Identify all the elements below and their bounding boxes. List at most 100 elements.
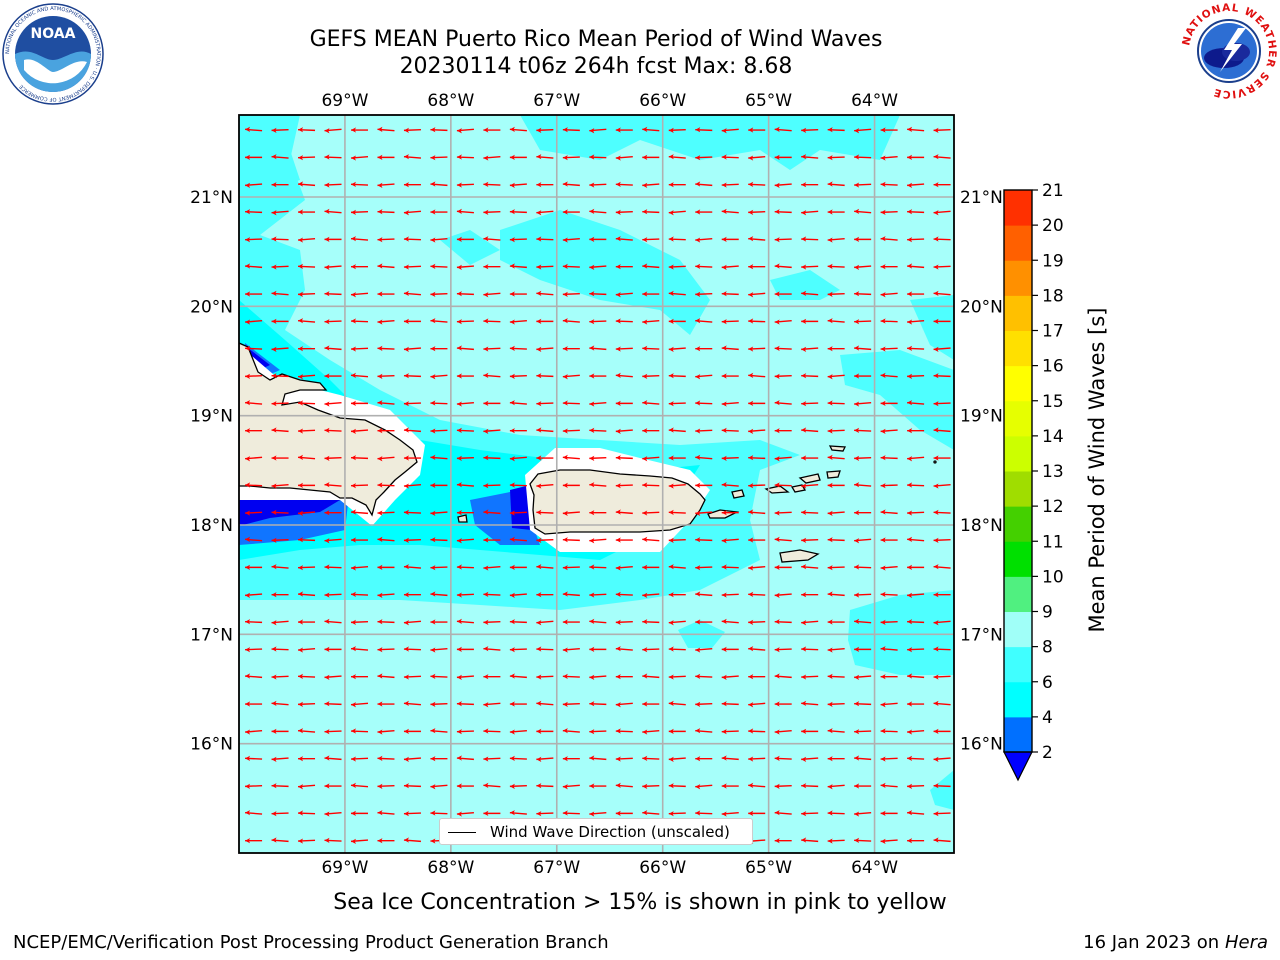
colorbar-tick-label: 17 bbox=[1042, 322, 1064, 342]
wind-arrow bbox=[430, 565, 448, 571]
wind-arrow bbox=[271, 674, 289, 680]
wind-arrow bbox=[430, 591, 448, 597]
wind-arrow bbox=[801, 837, 819, 843]
colorbar-underflow bbox=[1003, 751, 1033, 782]
wind-arrow bbox=[774, 838, 792, 844]
wind-arrow bbox=[589, 646, 607, 652]
wind-arrow bbox=[589, 236, 607, 242]
wind-arrow bbox=[403, 127, 421, 133]
wind-arrow bbox=[324, 345, 342, 351]
wind-arrow bbox=[907, 319, 925, 325]
wind-arrow bbox=[377, 373, 395, 379]
wind-arrow bbox=[933, 646, 951, 652]
wind-arrow bbox=[271, 401, 289, 407]
wind-arrow bbox=[854, 455, 872, 461]
wind-arrow bbox=[456, 208, 474, 214]
wind-arrow bbox=[774, 701, 792, 707]
lon-tick-bottom: 66°W bbox=[639, 858, 686, 878]
wind-arrow bbox=[668, 537, 686, 543]
period-contours-deepblue bbox=[239, 348, 532, 530]
legend-line-swatch bbox=[448, 832, 476, 833]
wind-arrow bbox=[245, 729, 263, 735]
legend-label: Wind Wave Direction (unscaled) bbox=[490, 823, 730, 841]
wind-arrow bbox=[377, 536, 395, 542]
wind-arrow bbox=[403, 756, 422, 762]
wind-arrow bbox=[430, 784, 448, 790]
wind-arrow bbox=[456, 182, 474, 188]
wind-arrow bbox=[774, 456, 792, 462]
wind-arrow bbox=[456, 811, 474, 817]
wind-arrow bbox=[324, 701, 342, 707]
wind-arrow bbox=[589, 182, 607, 188]
wind-arrow bbox=[827, 428, 845, 434]
wind-arrow bbox=[827, 756, 845, 762]
wind-arrow bbox=[695, 291, 713, 297]
wind-arrow bbox=[483, 810, 501, 816]
wind-arrow bbox=[509, 810, 527, 816]
wind-arrow bbox=[324, 427, 342, 433]
wind-arrow bbox=[271, 427, 289, 433]
wind-arrow bbox=[324, 729, 342, 735]
wind-arrow bbox=[483, 509, 501, 515]
wind-arrow bbox=[695, 619, 713, 625]
wind-arrow bbox=[324, 482, 342, 488]
wind-arrow bbox=[403, 290, 422, 296]
wind-arrow bbox=[377, 701, 395, 707]
wind-arrow bbox=[827, 619, 845, 625]
wind-arrow bbox=[801, 728, 819, 734]
wind-arrow bbox=[642, 345, 660, 351]
wind-arrow bbox=[854, 482, 872, 488]
wind-arrow bbox=[880, 838, 898, 844]
lon-tick-top: 67°W bbox=[533, 91, 580, 111]
wind-arrow bbox=[615, 181, 633, 187]
wind-arrow bbox=[430, 454, 448, 460]
wind-arrow bbox=[377, 319, 395, 325]
wind-arrow bbox=[642, 619, 660, 625]
wind-arrow bbox=[324, 646, 342, 652]
wind-arrow bbox=[483, 264, 501, 270]
wind-arrow bbox=[907, 647, 925, 653]
wind-arrow bbox=[271, 837, 289, 843]
wind-arrow bbox=[933, 401, 951, 407]
wind-arrow bbox=[430, 291, 448, 297]
wind-arrow bbox=[801, 154, 819, 160]
wind-arrow bbox=[324, 291, 342, 297]
wind-arrow bbox=[509, 755, 527, 761]
wind-arrow bbox=[774, 564, 792, 570]
wind-arrow bbox=[483, 318, 501, 324]
lon-tick-bottom: 64°W bbox=[851, 858, 898, 878]
wind-arrow bbox=[324, 755, 342, 761]
wind-arrow bbox=[642, 182, 660, 188]
colorbar-tick-label: 18 bbox=[1042, 286, 1064, 306]
wind-arrow bbox=[562, 510, 580, 516]
wind-arrow bbox=[642, 400, 660, 406]
wind-arrow bbox=[880, 646, 898, 652]
wind-arrow bbox=[880, 400, 898, 406]
wind-arrow bbox=[748, 400, 766, 406]
wind-arrow bbox=[615, 565, 633, 571]
wind-arrow bbox=[615, 455, 633, 461]
wind-arrow bbox=[748, 372, 766, 378]
wind-arrow bbox=[933, 811, 951, 817]
wind-arrow bbox=[350, 372, 369, 378]
wind-arrow bbox=[350, 838, 369, 844]
wind-arrow bbox=[403, 620, 422, 626]
wind-arrow bbox=[774, 755, 792, 761]
wind-arrow bbox=[298, 756, 316, 762]
wind-arrow bbox=[562, 647, 580, 653]
wind-arrow bbox=[827, 155, 845, 161]
wind-arrow bbox=[854, 837, 872, 843]
wind-arrow bbox=[562, 728, 580, 734]
wind-arrow bbox=[562, 346, 580, 352]
wind-arrow bbox=[509, 319, 527, 325]
wind-arrow bbox=[615, 537, 633, 543]
wind-arrow bbox=[642, 126, 660, 132]
wind-arrow bbox=[483, 455, 501, 461]
culebra bbox=[731, 489, 745, 499]
colorbar-segment bbox=[1004, 225, 1032, 261]
wind-arrow bbox=[668, 674, 686, 680]
wind-arrow bbox=[615, 264, 633, 270]
wind-arrow bbox=[880, 428, 898, 434]
wind-arrow bbox=[615, 674, 633, 680]
wind-arrow bbox=[668, 592, 686, 598]
